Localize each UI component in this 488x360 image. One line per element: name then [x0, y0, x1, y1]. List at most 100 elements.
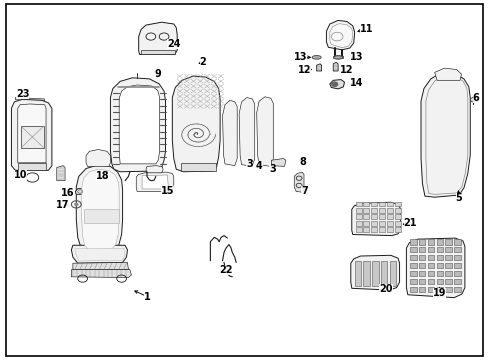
Bar [445, 271, 451, 276]
Text: 12: 12 [297, 64, 310, 75]
Ellipse shape [334, 56, 340, 58]
Polygon shape [141, 50, 174, 54]
Bar [355, 221, 361, 226]
Bar [427, 255, 433, 260]
Polygon shape [326, 21, 354, 50]
Bar [371, 261, 378, 286]
Polygon shape [294, 172, 304, 192]
Bar [409, 247, 416, 252]
Polygon shape [256, 97, 273, 166]
Polygon shape [83, 209, 119, 223]
Text: 12: 12 [340, 64, 353, 75]
Polygon shape [15, 98, 44, 101]
Bar [445, 263, 451, 268]
Polygon shape [57, 166, 65, 181]
Bar [363, 261, 369, 286]
Polygon shape [329, 24, 352, 48]
Bar [355, 208, 361, 213]
Text: 8: 8 [299, 157, 306, 167]
Bar [409, 263, 416, 268]
Bar [394, 227, 400, 232]
Text: 9: 9 [154, 69, 161, 79]
Bar [355, 202, 361, 206]
Bar [453, 255, 460, 260]
Bar [427, 247, 433, 252]
Text: 6: 6 [472, 93, 479, 103]
Bar [386, 202, 392, 206]
Bar [380, 261, 386, 286]
Text: 3: 3 [269, 164, 276, 174]
Text: 13: 13 [349, 52, 363, 62]
Bar [418, 255, 425, 260]
Text: 13: 13 [293, 52, 306, 62]
Bar [436, 247, 442, 252]
Polygon shape [21, 126, 43, 148]
Bar [370, 208, 376, 213]
Bar [389, 261, 395, 286]
Bar [394, 208, 400, 213]
Text: 2: 2 [199, 57, 206, 67]
Bar [394, 202, 400, 206]
Polygon shape [351, 202, 400, 235]
Polygon shape [73, 262, 128, 270]
Text: 4: 4 [255, 161, 262, 171]
Bar [445, 247, 451, 252]
Text: 20: 20 [378, 284, 392, 294]
Polygon shape [332, 62, 337, 71]
Bar [378, 227, 384, 232]
Bar [427, 271, 433, 276]
Bar [418, 287, 425, 292]
Bar [445, 255, 451, 260]
Bar [427, 287, 433, 292]
Bar [355, 227, 361, 232]
Polygon shape [110, 78, 165, 172]
Bar [386, 227, 392, 232]
Bar [436, 287, 442, 292]
Polygon shape [18, 163, 46, 170]
Polygon shape [11, 99, 52, 170]
Polygon shape [71, 245, 127, 263]
Text: 3: 3 [245, 159, 252, 169]
Text: 14: 14 [349, 78, 363, 88]
Bar [386, 208, 392, 213]
Bar [445, 279, 451, 284]
Text: 7: 7 [301, 186, 307, 197]
Polygon shape [469, 96, 477, 102]
Polygon shape [136, 172, 173, 192]
Polygon shape [75, 189, 86, 194]
Polygon shape [434, 68, 461, 80]
Bar [418, 239, 425, 244]
Polygon shape [222, 100, 237, 166]
Bar [409, 271, 416, 276]
Bar [394, 221, 400, 226]
Bar [386, 221, 392, 226]
Polygon shape [172, 76, 220, 172]
Bar [418, 271, 425, 276]
Bar [370, 221, 376, 226]
Text: 5: 5 [455, 193, 462, 203]
Bar [370, 215, 376, 219]
Polygon shape [18, 104, 46, 163]
Text: 11: 11 [359, 24, 372, 35]
Bar [418, 279, 425, 284]
Polygon shape [71, 270, 131, 278]
Text: 17: 17 [56, 200, 70, 210]
Text: 10: 10 [14, 170, 27, 180]
Bar [386, 215, 392, 219]
Polygon shape [406, 238, 464, 298]
Bar [453, 263, 460, 268]
Bar [370, 202, 376, 206]
Bar [363, 202, 368, 206]
Text: 23: 23 [16, 89, 29, 99]
Bar [418, 263, 425, 268]
Bar [427, 263, 433, 268]
Circle shape [331, 82, 337, 86]
Polygon shape [76, 165, 122, 251]
Polygon shape [75, 248, 125, 261]
Bar [354, 261, 360, 286]
Bar [453, 279, 460, 284]
Bar [445, 239, 451, 244]
Bar [427, 239, 433, 244]
Bar [409, 279, 416, 284]
Text: 22: 22 [219, 265, 232, 275]
